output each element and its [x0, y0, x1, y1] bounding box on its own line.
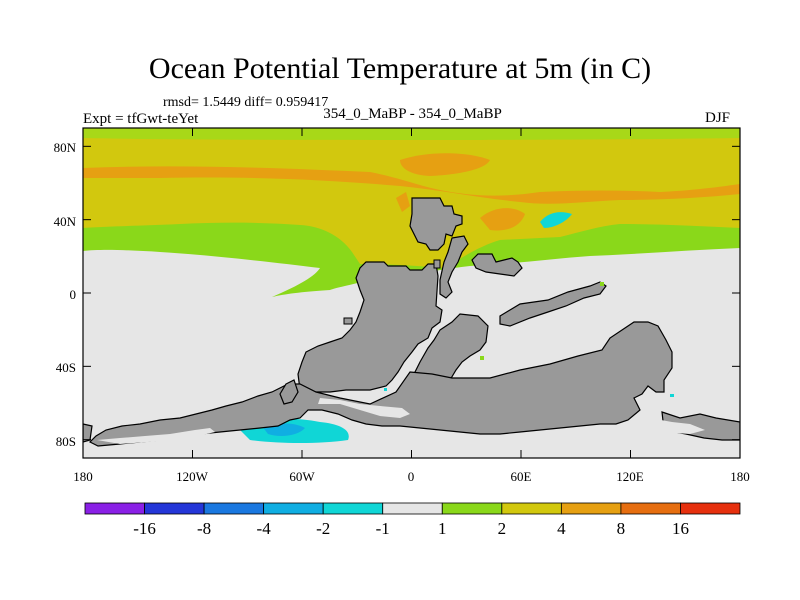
- lon-tick-label: 180: [730, 469, 750, 484]
- colorbar-box: [144, 502, 205, 515]
- small-warm-cell: [480, 356, 484, 360]
- lat-tick-label: 40N: [54, 214, 77, 229]
- longitude-axis: 180 120W 60W 0 60E 120E 180: [73, 469, 750, 484]
- warming-4-8-band: [83, 166, 740, 204]
- land-strip: [439, 235, 469, 299]
- colorbar-label: -4: [257, 519, 272, 538]
- colorbar-label: 8: [617, 519, 626, 538]
- lon-tick-label: 0: [408, 469, 415, 484]
- land-peninsula: [279, 379, 299, 405]
- lon-tick-label: 120W: [176, 469, 209, 484]
- lat-tick-label: 40S: [56, 360, 76, 375]
- colorbar-box: [382, 502, 443, 515]
- case-label: 354_0_MaBP - 354_0_MaBP: [323, 106, 502, 122]
- land-southern-continent: [88, 321, 673, 447]
- colorbar-label: 1: [438, 519, 447, 538]
- colorbar-box: [84, 502, 145, 515]
- colorbar-box: [560, 502, 622, 515]
- small-cool-cell-east: [670, 394, 674, 397]
- season-label: DJF: [705, 110, 731, 126]
- lat-tick-label: 80N: [54, 140, 77, 155]
- colorbar-label: 16: [672, 519, 689, 538]
- lat-tick-label: 0: [70, 287, 77, 302]
- inner-sea-south: [318, 398, 410, 418]
- inner-sea-west: [97, 428, 215, 444]
- colorbar-label: -2: [316, 519, 330, 538]
- axis-ticks: [82, 128, 741, 458]
- colorbar-label: 4: [557, 519, 566, 538]
- land-islet-2: [433, 259, 441, 269]
- colorbar-box: [441, 502, 503, 515]
- lon-tick-label: 60E: [511, 469, 532, 484]
- lat-tick-label: 80S: [56, 434, 76, 449]
- small-cool-cell: [384, 388, 387, 391]
- colorbar-box: [263, 502, 324, 515]
- colorbar-label: -8: [197, 519, 211, 538]
- colorbar-box: [501, 502, 562, 515]
- lon-tick-label: 60W: [289, 469, 315, 484]
- colorbar-label: 2: [498, 519, 507, 538]
- colorbar: -16 -8 -4 -2 -1 1 2 4 8 16: [84, 502, 741, 538]
- inner-sea-east: [640, 418, 705, 434]
- warming-4-8-patch-north: [400, 153, 490, 176]
- land-islet-1: [343, 317, 353, 325]
- plot-title: Ocean Potential Temperature at 5m (in C): [148, 52, 652, 85]
- land-north: [409, 197, 463, 251]
- colorbar-label: -1: [376, 519, 390, 538]
- experiment-label: Expt = tfGwt-teYet: [83, 111, 199, 127]
- lon-tick-label: 180: [73, 469, 93, 484]
- warming-4-8-patch-med: [480, 208, 525, 231]
- colorbar-label: -16: [133, 519, 156, 538]
- lon-tick-label: 120E: [616, 469, 644, 484]
- small-warm-cell-east: [600, 282, 604, 286]
- colorbar-box: [680, 502, 741, 515]
- colorbar-box: [620, 502, 681, 515]
- latitude-axis: 80N 40N 0 40S 80S: [54, 140, 77, 449]
- colorbar-box: [322, 502, 384, 515]
- land-supercontinent: [297, 261, 443, 393]
- land-small-east: [471, 253, 523, 277]
- land-island-arc: [499, 281, 607, 327]
- warming-4-8-patch-small: [396, 192, 410, 212]
- land-southeast-block: [413, 313, 489, 387]
- rmsd-diff-stats: rmsd= 1.5449 diff= 0.959417: [163, 95, 329, 110]
- colorbar-box: [203, 502, 265, 515]
- map-field: [83, 128, 740, 458]
- land-masses: [83, 197, 740, 447]
- cooling-patch-north: [540, 212, 572, 228]
